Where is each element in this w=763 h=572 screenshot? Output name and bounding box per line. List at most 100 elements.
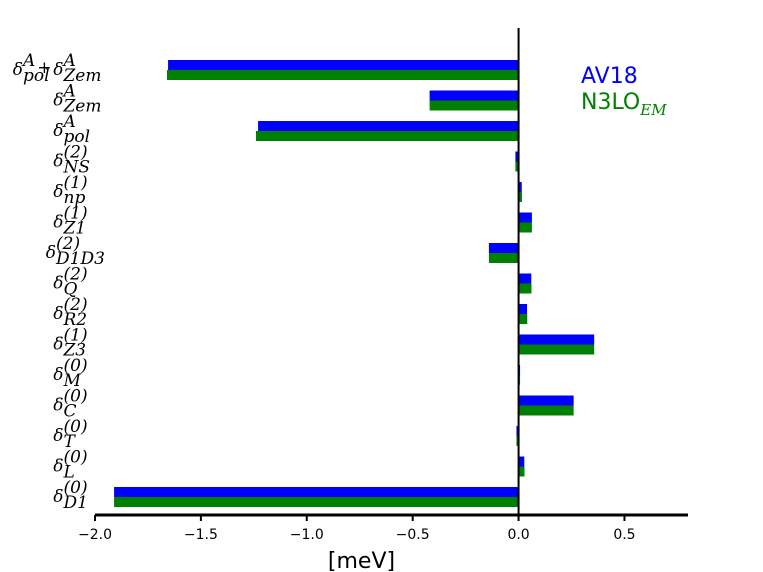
category-label-6: δ (2)D1D3 (46, 234, 105, 269)
x-axis-title: [meV] (328, 549, 395, 572)
bar-av18-0 (168, 60, 519, 70)
x-tick-label: −0.5 (396, 527, 430, 543)
bar-av18-2 (258, 121, 519, 131)
category-sub: D1D3 (55, 249, 105, 269)
bar-av18-8 (518, 304, 528, 314)
bar-av18-5 (518, 212, 532, 223)
category-sup: (1) (64, 204, 88, 224)
bar-av18-7 (518, 273, 532, 284)
category-label-8: δ (2)R2 (53, 295, 87, 330)
category-text: δ (53, 121, 63, 141)
category-label-11: δ (0)C (53, 387, 87, 422)
category-sub: R2 (63, 310, 88, 330)
category-sup: (2) (56, 234, 80, 254)
bar-av18-4 (518, 182, 522, 192)
category-sup: (0) (64, 417, 88, 437)
category-text: δ (53, 304, 63, 324)
category-label-13: δ (0)L (53, 448, 87, 483)
category-text: δ (53, 396, 63, 416)
bar-n3loem-0 (167, 70, 519, 80)
category-sub: Z1 (63, 219, 87, 239)
category-text: δ (53, 213, 63, 233)
x-tick-label: −2.0 (78, 527, 112, 543)
category-label-12: δ (0)T (53, 417, 87, 452)
category-sub: T (64, 432, 77, 452)
category-sup: A (62, 82, 76, 102)
bar-av18-9 (518, 334, 595, 345)
category-text: δ (13, 60, 23, 80)
bar-n3loem-9 (518, 344, 595, 355)
category-sup: A (62, 51, 76, 71)
category-sup: (0) (64, 448, 88, 468)
category-sup: (0) (64, 478, 88, 498)
category-sub: Zem (63, 66, 102, 86)
category-text: δ (53, 91, 63, 111)
category-sub: NS (63, 158, 91, 178)
category-label-10: δ (0)M (53, 356, 87, 391)
category-sub: Q (64, 280, 78, 300)
category-text: δ (53, 457, 63, 477)
category-text: δ (53, 274, 63, 294)
bar-n3loem-14 (114, 497, 519, 507)
bar-av18-1 (429, 90, 519, 101)
legend-entry-n3loem: N3LOEM (581, 90, 667, 119)
category-sub: pol (23, 66, 50, 86)
bar-n3loem-12 (516, 436, 519, 446)
category-label-7: δ (2)Q (53, 265, 87, 300)
category-text: δ (53, 182, 63, 202)
legend-entry-av18: AV18 (581, 64, 638, 89)
category-sub: pol (64, 127, 91, 147)
x-tick-label: 0.5 (613, 527, 635, 543)
bar-n3loem-3 (515, 161, 519, 172)
category-sub: Zem (63, 97, 102, 117)
category-sup: (2) (64, 143, 88, 163)
category-label-14: δ (0)D1 (53, 478, 88, 513)
category-label-9: δ (1)Z3 (53, 326, 87, 361)
bar-av18-6 (488, 243, 519, 253)
category-sub: C (64, 402, 77, 422)
category-sup: (0) (64, 356, 88, 376)
category-label-3: δ (2)NS (53, 143, 90, 178)
category-text: δ (53, 152, 63, 172)
x-tick-label: −1.0 (290, 527, 324, 543)
bar-n3loem-4 (518, 192, 522, 202)
category-sub: Z3 (63, 341, 87, 361)
x-tick-label: −1.5 (184, 527, 218, 543)
x-ticks: −2.0 −1.5 −1.0 −0.5 0.0 0.5 (78, 515, 636, 543)
category-text: δ (53, 426, 63, 446)
bar-n3loem-13 (518, 466, 525, 477)
category-sup: (1) (64, 173, 88, 193)
bar-av18-3 (515, 151, 519, 162)
category-sub: L (63, 463, 75, 483)
category-sub: np (64, 188, 86, 208)
bar-av18-11 (518, 395, 574, 406)
bars-group (114, 60, 595, 507)
x-tick-label: 0.0 (507, 527, 529, 543)
category-plus: + (37, 58, 51, 78)
bar-av18-12 (516, 426, 519, 436)
category-sub: M (63, 371, 82, 391)
category-sup: (2) (64, 265, 88, 285)
category-sup: (2) (64, 295, 88, 315)
category-text: δ (53, 487, 63, 507)
bar-av18-13 (518, 456, 525, 467)
category-text: δ (53, 365, 63, 385)
bar-n3loem-1 (429, 100, 519, 111)
category-label-4: δ (1)np (53, 173, 87, 208)
category-text: δ (53, 335, 63, 355)
category-text: δ (46, 243, 56, 263)
category-text: δ (53, 60, 63, 80)
category-sup: (1) (64, 326, 88, 346)
category-sup: A (62, 112, 76, 132)
category-sup: (0) (64, 387, 88, 407)
category-sup: A (21, 51, 35, 71)
bar-n3loem-8 (518, 314, 528, 324)
bar-av18-14 (114, 487, 519, 497)
bar-n3loem-6 (488, 253, 519, 263)
